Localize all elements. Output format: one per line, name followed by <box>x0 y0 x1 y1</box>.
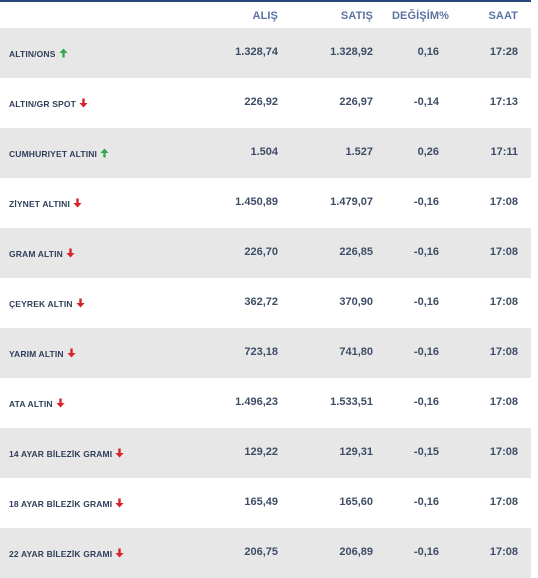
table-top-rule <box>0 0 531 2</box>
buy-price: 1.496,23 <box>235 396 278 408</box>
buy-price: 129,22 <box>244 446 278 458</box>
instrument-name: 18 AYAR BİLEZİK GRAMI <box>9 498 124 509</box>
sell-price: 1.328,92 <box>330 46 373 58</box>
sell-price: 226,97 <box>339 96 373 108</box>
instrument-name-label: CUMHURIYET ALTINI <box>9 149 98 159</box>
change-percent: -0,16 <box>413 346 439 358</box>
change-percent: -0,16 <box>413 496 439 508</box>
sell-price: 1.479,07 <box>330 196 373 208</box>
buy-price: 1.504 <box>250 146 278 158</box>
arrow-down-icon <box>66 248 75 258</box>
table-row[interactable]: 18 AYAR BİLEZİK GRAMI 165,49 165,60 -0,16 17… <box>0 478 531 528</box>
buy-price: 362,72 <box>244 296 278 308</box>
update-time: 17:08 <box>489 246 518 258</box>
instrument-name-label: ALTIN/ONS <box>9 49 56 59</box>
buy-price: 206,75 <box>244 546 278 558</box>
instrument-name-label: ZİYNET ALTINI <box>9 199 70 209</box>
table-row[interactable]: ATA ALTIN 1.496,23 1.533,51 -0,16 17:08 <box>0 378 531 428</box>
instrument-name-label: YARIM ALTIN <box>9 349 64 359</box>
instrument-name: CUMHURIYET ALTINI <box>9 148 109 159</box>
arrow-down-icon <box>67 348 76 358</box>
update-time: 17:08 <box>489 396 518 408</box>
column-header-change: DEĞİŞİM% <box>391 10 449 22</box>
table-row[interactable]: ALTIN/GR SPOT 226,92 226,97 -0,14 17:13 <box>0 78 531 128</box>
change-percent: -0,16 <box>413 296 439 308</box>
instrument-name: ALTIN/GR SPOT <box>9 98 88 109</box>
instrument-name: YARIM ALTIN <box>9 348 76 359</box>
sell-price: 1.527 <box>345 146 373 158</box>
sell-price: 226,85 <box>339 246 373 258</box>
update-time: 17:08 <box>489 496 518 508</box>
instrument-name-label: 18 AYAR BİLEZİK GRAMI <box>9 499 113 509</box>
sell-price: 206,89 <box>339 546 373 558</box>
sell-price: 165,60 <box>339 496 373 508</box>
instrument-name: ALTIN/ONS <box>9 48 68 59</box>
instrument-name-label: ALTIN/GR SPOT <box>9 99 76 109</box>
table-row[interactable]: ZİYNET ALTINI 1.450,89 1.479,07 -0,16 17:08 <box>0 178 531 228</box>
buy-price: 226,92 <box>244 96 278 108</box>
arrow-up-icon <box>58 48 68 58</box>
instrument-name: ATA ALTIN <box>9 398 65 409</box>
instrument-name-label: 14 AYAR BİLEZİK GRAMI <box>9 449 113 459</box>
instrument-name: 22 AYAR BİLEZİK GRAMI <box>9 548 124 559</box>
change-percent: 0,26 <box>417 146 439 158</box>
change-percent: 0,16 <box>417 46 439 58</box>
sell-price: 741,80 <box>339 346 373 358</box>
change-percent: -0,16 <box>413 546 439 558</box>
table-row[interactable]: YARIM ALTIN 723,18 741,80 -0,16 17:08 <box>0 328 531 378</box>
arrow-up-icon <box>100 148 109 158</box>
buy-price: 226,70 <box>244 246 278 258</box>
sell-price: 1.533,51 <box>330 396 373 408</box>
update-time: 17:08 <box>489 296 518 308</box>
buy-price: 165,49 <box>244 496 278 508</box>
change-percent: -0,16 <box>413 246 439 258</box>
table-row[interactable]: 22 AYAR BİLEZİK GRAMI 206,75 206,89 -0,16 17… <box>0 528 531 578</box>
change-percent: -0,16 <box>413 196 439 208</box>
arrow-down-icon <box>56 398 65 408</box>
column-header-time: SAAT <box>488 10 518 22</box>
update-time: 17:11 <box>490 146 518 158</box>
arrow-down-icon <box>115 448 124 458</box>
arrow-down-icon <box>115 498 124 508</box>
change-percent: -0,16 <box>413 396 439 408</box>
table-row[interactable]: 14 AYAR BİLEZİK GRAMI 129,22 129,31 -0,15 17… <box>0 428 531 478</box>
update-time: 17:08 <box>489 546 518 558</box>
table-row[interactable]: CUMHURIYET ALTINI 1.504 1.527 0,26 17:11 <box>0 128 531 178</box>
arrow-down-icon <box>115 548 124 558</box>
instrument-name: ÇEYREK ALTIN <box>9 298 85 309</box>
sell-price: 129,31 <box>339 446 373 458</box>
update-time: 17:08 <box>489 346 518 358</box>
buy-price: 1.450,89 <box>235 196 278 208</box>
update-time: 17:08 <box>489 196 518 208</box>
arrow-down-icon <box>76 298 85 308</box>
sell-price: 370,90 <box>339 296 373 308</box>
update-time: 17:28 <box>489 46 518 58</box>
table-row[interactable]: ALTIN/ONS 1.328,74 1.328,92 0,16 17:28 <box>0 28 531 78</box>
buy-price: 723,18 <box>244 346 278 358</box>
table-body: ALTIN/ONS 1.328,74 1.328,92 0,16 17:28 ALTIN/… <box>0 28 531 578</box>
update-time: 17:13 <box>489 96 518 108</box>
instrument-name-label: ATA ALTIN <box>9 399 53 409</box>
arrow-down-icon <box>79 98 88 108</box>
change-percent: -0,14 <box>413 96 439 108</box>
instrument-name-label: GRAM ALTIN <box>9 249 63 259</box>
change-percent: -0,15 <box>413 446 439 458</box>
update-time: 17:08 <box>489 446 518 458</box>
column-header-sell: SATIŞ <box>340 10 373 22</box>
column-header-buy: ALIŞ <box>252 10 278 22</box>
buy-price: 1.328,74 <box>235 46 278 58</box>
table-row[interactable]: GRAM ALTIN 226,70 226,85 -0,16 17:08 <box>0 228 531 278</box>
instrument-name-label: ÇEYREK ALTIN <box>9 299 73 309</box>
instrument-name: 14 AYAR BİLEZİK GRAMI <box>9 448 124 459</box>
table-row[interactable]: ÇEYREK ALTIN 362,72 370,90 -0,16 17:08 <box>0 278 531 328</box>
instrument-name-label: 22 AYAR BİLEZİK GRAMI <box>9 549 113 559</box>
instrument-name: ZİYNET ALTINI <box>9 198 82 209</box>
arrow-down-icon <box>73 198 82 208</box>
instrument-name: GRAM ALTIN <box>9 248 75 259</box>
table-header-row: ALIŞ SATIŞ DEĞİŞİM% SAAT <box>0 2 531 28</box>
